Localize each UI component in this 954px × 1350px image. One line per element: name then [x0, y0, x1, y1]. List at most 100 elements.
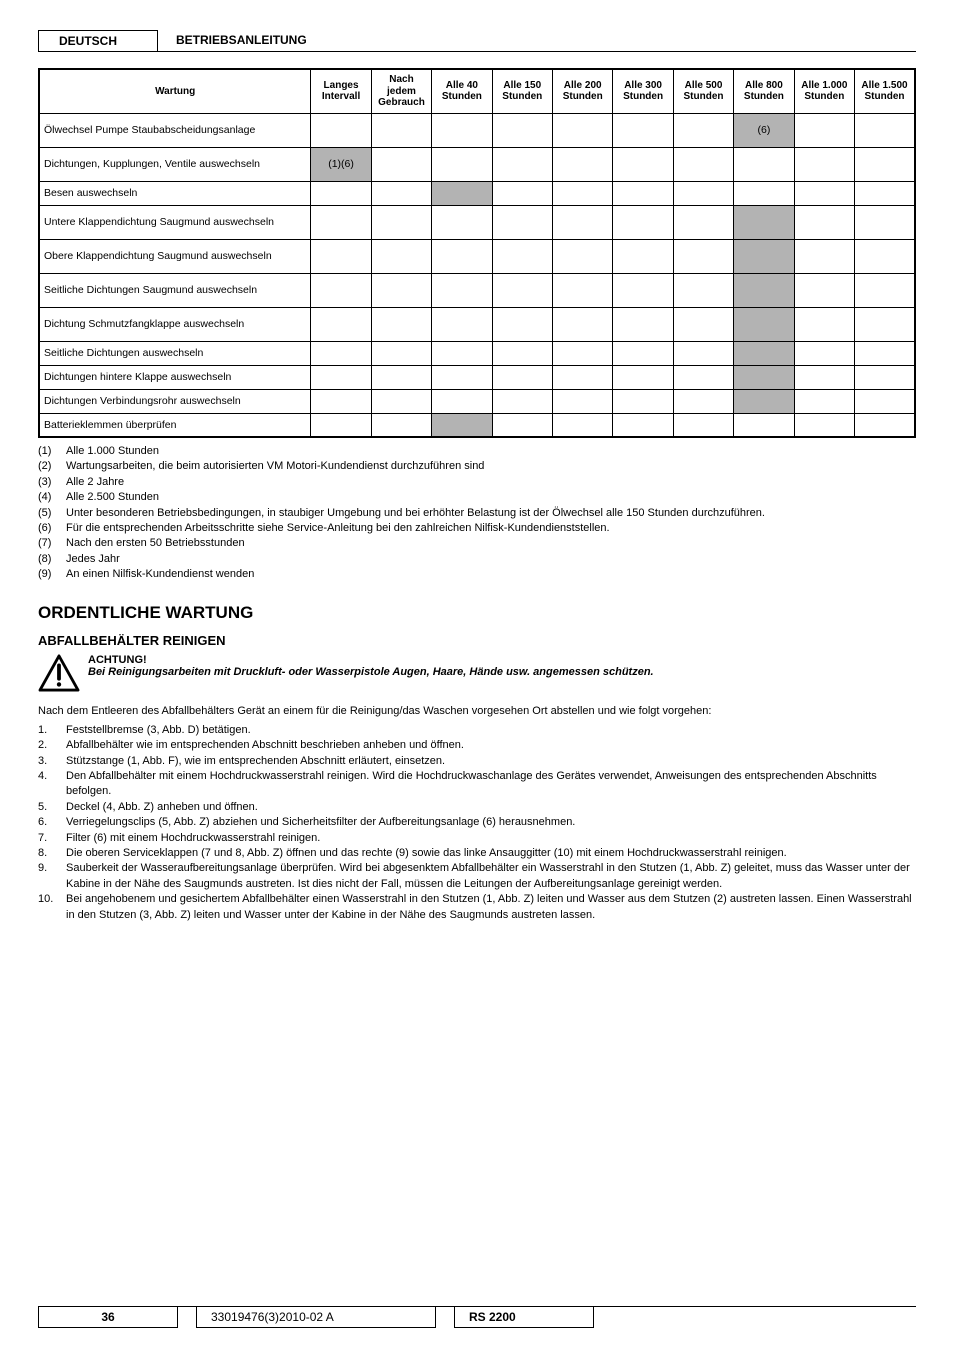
table-cell	[552, 307, 612, 341]
table-row: Ölwechsel Pumpe Staubabscheidungsanlage(…	[39, 113, 915, 147]
table-cell	[794, 147, 854, 181]
table-header: Alle 1.500 Stunden	[855, 69, 915, 113]
table-row: Seitliche Dichtungen auswechseln	[39, 341, 915, 365]
step-item: 6.Verriegelungsclips (5, Abb. Z) abziehe…	[38, 815, 916, 830]
table-cell	[432, 389, 492, 413]
table-cell	[673, 365, 733, 389]
table-header: Nach jedem Gebrauch	[371, 69, 431, 113]
table-cell	[734, 389, 794, 413]
footnote-text: Wartungsarbeiten, die beim autorisierten…	[66, 459, 484, 474]
table-row: Obere Klappendichtung Saugmund auswechse…	[39, 239, 915, 273]
warning-title: ACHTUNG!	[88, 654, 654, 666]
table-row: Batterieklemmen überprüfen	[39, 413, 915, 437]
step-text: Bei angehobenem und gesichertem Abfallbe…	[66, 892, 916, 923]
footnote-item: (4)Alle 2.500 Stunden	[38, 490, 916, 505]
table-cell	[552, 389, 612, 413]
table-cell	[492, 147, 552, 181]
step-item: 8.Die oberen Serviceklappen (7 und 8, Ab…	[38, 846, 916, 861]
table-cell	[311, 341, 371, 365]
table-header: Alle 800 Stunden	[734, 69, 794, 113]
table-cell	[311, 113, 371, 147]
table-cell	[552, 273, 612, 307]
footnote-item: (6)Für die entsprechenden Arbeitsschritt…	[38, 521, 916, 536]
table-cell	[794, 307, 854, 341]
table-header: Langes Intervall	[311, 69, 371, 113]
table-header: Wartung	[39, 69, 311, 113]
footnote-num: (8)	[38, 552, 66, 567]
table-cell	[492, 239, 552, 273]
row-label: Dichtungen, Kupplungen, Ventile auswechs…	[39, 147, 311, 181]
table-cell	[855, 307, 915, 341]
table-cell	[794, 113, 854, 147]
table-cell	[613, 273, 673, 307]
step-item: 7.Filter (6) mit einem Hochdruckwasserst…	[38, 831, 916, 846]
table-cell	[734, 413, 794, 437]
table-cell	[734, 205, 794, 239]
table-cell	[311, 365, 371, 389]
row-label: Batterieklemmen überprüfen	[39, 413, 311, 437]
table-cell	[673, 181, 733, 205]
table-cell	[855, 365, 915, 389]
table-cell	[492, 205, 552, 239]
table-cell	[552, 147, 612, 181]
page-footer: 36 33019476(3)2010-02 A RS 2200	[38, 1306, 916, 1328]
table-cell	[613, 365, 673, 389]
table-cell	[371, 389, 431, 413]
row-label: Untere Klappendichtung Saugmund auswechs…	[39, 205, 311, 239]
table-cell	[855, 413, 915, 437]
table-row: Dichtungen Verbindungsrohr auswechseln	[39, 389, 915, 413]
table-cell	[673, 389, 733, 413]
footnote-item: (9)An einen Nilfisk-Kundendienst wenden	[38, 567, 916, 582]
table-cell	[371, 365, 431, 389]
footer-model: RS 2200	[454, 1307, 594, 1328]
row-label: Seitliche Dichtungen auswechseln	[39, 341, 311, 365]
table-cell	[492, 341, 552, 365]
table-cell	[371, 147, 431, 181]
footnote-num: (7)	[38, 536, 66, 551]
table-cell	[855, 113, 915, 147]
table-cell	[673, 113, 733, 147]
table-cell	[311, 205, 371, 239]
table-cell	[552, 113, 612, 147]
footnote-num: (1)	[38, 444, 66, 459]
table-cell	[492, 389, 552, 413]
table-cell	[311, 181, 371, 205]
table-cell	[432, 205, 492, 239]
footnote-text: Jedes Jahr	[66, 552, 120, 567]
footnote-item: (1)Alle 1.000 Stunden	[38, 444, 916, 459]
table-cell	[673, 413, 733, 437]
table-cell	[311, 307, 371, 341]
step-number: 6.	[38, 815, 66, 830]
table-cell	[432, 147, 492, 181]
footer-docid: 33019476(3)2010-02 A	[196, 1307, 436, 1328]
table-cell	[855, 147, 915, 181]
table-cell	[432, 181, 492, 205]
row-label: Dichtungen hintere Klappe auswechseln	[39, 365, 311, 389]
step-item: 9.Sauberkeit der Wasseraufbereitungsanla…	[38, 861, 916, 892]
step-item: 4.Den Abfallbehälter mit einem Hochdruck…	[38, 769, 916, 800]
table-cell	[492, 365, 552, 389]
step-number: 1.	[38, 723, 66, 738]
table-cell	[613, 341, 673, 365]
steps-list: 1.Feststellbremse (3, Abb. D) betätigen.…	[38, 723, 916, 923]
footnote-text: An einen Nilfisk-Kundendienst wenden	[66, 567, 254, 582]
step-number: 8.	[38, 846, 66, 861]
table-cell	[734, 181, 794, 205]
table-cell	[492, 181, 552, 205]
step-number: 2.	[38, 738, 66, 753]
intro-text: Nach dem Entleeren des Abfallbehälters G…	[38, 704, 916, 719]
step-number: 5.	[38, 800, 66, 815]
step-item: 2.Abfallbehälter wie im entsprechenden A…	[38, 738, 916, 753]
footnote-num: (6)	[38, 521, 66, 536]
step-text: Stützstange (1, Abb. F), wie im entsprec…	[66, 754, 445, 769]
table-cell	[613, 147, 673, 181]
table-header: Alle 150 Stunden	[492, 69, 552, 113]
warning-icon	[38, 654, 80, 692]
step-number: 9.	[38, 861, 66, 892]
table-cell	[552, 365, 612, 389]
table-cell	[613, 181, 673, 205]
step-item: 10.Bei angehobenem und gesichertem Abfal…	[38, 892, 916, 923]
table-cell	[613, 239, 673, 273]
footnote-num: (4)	[38, 490, 66, 505]
table-cell	[371, 341, 431, 365]
